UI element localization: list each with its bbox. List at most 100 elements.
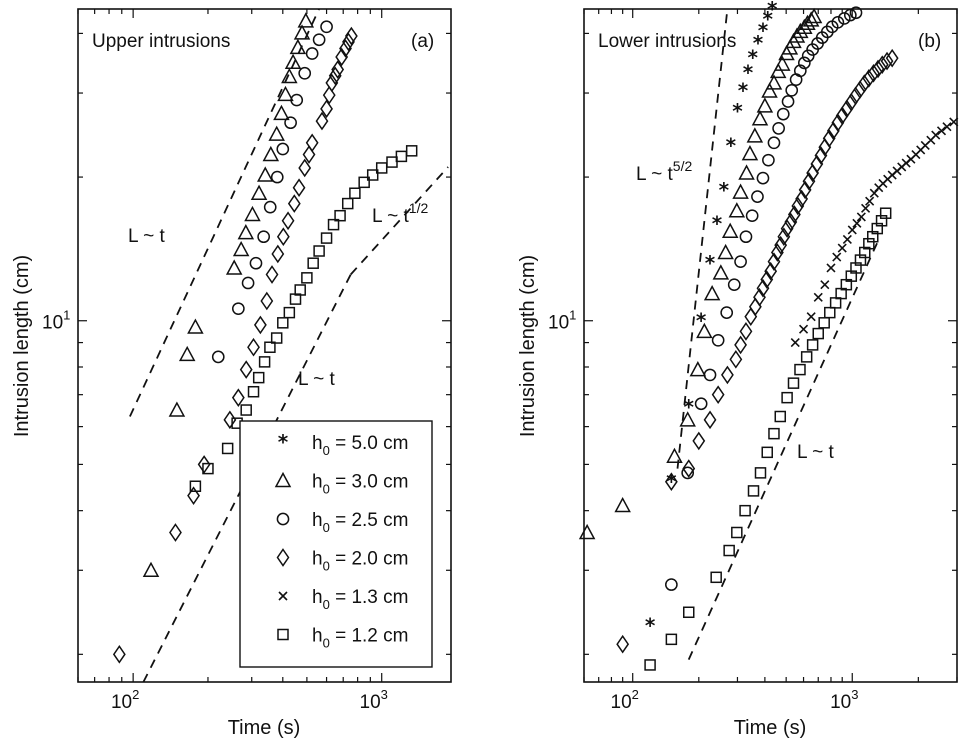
data-point-square bbox=[327, 218, 340, 231]
data-point-square bbox=[270, 332, 283, 344]
data-point-circle bbox=[312, 33, 326, 47]
data-point-square bbox=[349, 187, 361, 199]
data-point-x bbox=[942, 122, 952, 132]
data-point-triangle bbox=[273, 104, 290, 121]
data-point-triangle bbox=[774, 55, 791, 71]
data-point-diamond bbox=[292, 178, 306, 198]
data-point-diamond bbox=[835, 106, 849, 125]
data-point-triangle bbox=[284, 53, 302, 70]
panel-b-ylabel: Intrusion length (cm) bbox=[517, 255, 539, 437]
data-point-diamond bbox=[320, 99, 333, 119]
data-point-diamond bbox=[703, 410, 717, 430]
data-point-diamond bbox=[798, 180, 812, 200]
data-point-triangle bbox=[738, 164, 755, 180]
data-point-diamond bbox=[315, 111, 329, 131]
data-point-triangle bbox=[712, 264, 730, 280]
data-point-diamond bbox=[247, 337, 260, 357]
data-point-diamond bbox=[331, 60, 345, 79]
panel-a-tag: (a) bbox=[411, 31, 434, 52]
data-point-circle bbox=[298, 66, 312, 80]
data-point-diamond bbox=[302, 145, 316, 164]
data-point-circle bbox=[703, 368, 717, 382]
data-point-circle bbox=[831, 15, 845, 29]
data-point-square bbox=[665, 633, 678, 646]
data-point-diamond bbox=[885, 48, 899, 68]
data-point-x bbox=[806, 312, 816, 322]
data-point-circle bbox=[797, 56, 811, 70]
data-point-diamond bbox=[253, 315, 267, 335]
data-point-diamond bbox=[849, 86, 862, 106]
data-point-star: * bbox=[743, 61, 754, 85]
panel-b-title: Lower intrusions bbox=[598, 31, 736, 52]
data-point-square bbox=[731, 526, 743, 539]
data-point-circle bbox=[241, 276, 255, 290]
data-point-x bbox=[936, 126, 947, 136]
data-point-diamond bbox=[780, 219, 794, 238]
data-point-diamond bbox=[853, 80, 867, 99]
data-point-square bbox=[829, 297, 842, 309]
data-point-square bbox=[794, 363, 806, 376]
y-tick-label: 101 bbox=[42, 308, 70, 334]
data-point-circle bbox=[756, 171, 770, 185]
data-point-triangle bbox=[792, 22, 809, 39]
data-point-triangle bbox=[751, 110, 769, 126]
data-point-triangle bbox=[761, 82, 778, 98]
data-point-diamond bbox=[265, 265, 279, 284]
data-point-x bbox=[856, 212, 866, 222]
data-point-square bbox=[320, 232, 333, 244]
data-point-triangle bbox=[293, 24, 311, 40]
data-point-triangle bbox=[614, 496, 631, 513]
data-point-diamond bbox=[169, 523, 182, 542]
data-point-circle bbox=[734, 255, 747, 268]
data-point-diamond bbox=[335, 47, 349, 67]
data-point-diamond bbox=[795, 189, 809, 209]
reference-line-label: L ~ t5/2 bbox=[636, 158, 692, 185]
data-point-square bbox=[644, 659, 656, 671]
data-point-star: * bbox=[758, 18, 769, 42]
data-point-square bbox=[252, 371, 265, 384]
reference-line-label: L ~ t bbox=[128, 226, 166, 247]
data-point-square bbox=[879, 207, 892, 219]
data-point-diamond bbox=[287, 194, 301, 213]
reference-line bbox=[687, 239, 880, 660]
data-point-triangle bbox=[297, 12, 315, 28]
data-point-circle bbox=[781, 95, 795, 108]
data-point-star: * bbox=[747, 46, 758, 70]
data-point-triangle bbox=[728, 202, 746, 218]
data-point-diamond bbox=[831, 113, 845, 133]
data-point-diamond bbox=[729, 350, 743, 369]
data-point-star: * bbox=[666, 470, 677, 494]
data-point-diamond bbox=[867, 63, 880, 83]
data-point-square bbox=[858, 246, 871, 259]
data-point-x bbox=[820, 280, 830, 290]
data-point-circle bbox=[231, 302, 245, 316]
data-point-square bbox=[395, 150, 408, 163]
legend-marker-square bbox=[277, 628, 289, 641]
data-point-diamond bbox=[260, 291, 274, 311]
data-point-diamond bbox=[814, 146, 828, 165]
reference-line bbox=[129, 8, 320, 417]
data-point-triangle bbox=[717, 243, 734, 260]
data-point-square bbox=[800, 351, 813, 363]
data-point-diamond bbox=[844, 92, 858, 112]
reference-line-label: L ~ t bbox=[298, 369, 336, 390]
legend-label: h0 = 2.5 cm bbox=[312, 510, 408, 535]
data-point-star: * bbox=[684, 395, 695, 419]
data-point-star: * bbox=[705, 251, 716, 275]
panel-a: L ~ t L ~ t L ~ t1/2 102 103 101 Upper intru… bbox=[11, 8, 452, 739]
data-point-diamond bbox=[325, 73, 339, 93]
data-point-x bbox=[826, 263, 836, 273]
data-point-diamond bbox=[734, 335, 747, 355]
data-point-circle bbox=[263, 200, 277, 214]
data-point-triangle bbox=[679, 411, 696, 427]
data-point-triangle bbox=[756, 97, 774, 113]
data-point-square bbox=[240, 404, 252, 416]
data-point-x bbox=[832, 252, 842, 262]
legend-label: h0 = 2.0 cm bbox=[312, 549, 408, 574]
data-point-circle bbox=[849, 6, 863, 20]
data-point-diamond bbox=[197, 455, 211, 474]
data-point-diamond bbox=[784, 212, 798, 232]
data-point-square bbox=[294, 284, 306, 296]
